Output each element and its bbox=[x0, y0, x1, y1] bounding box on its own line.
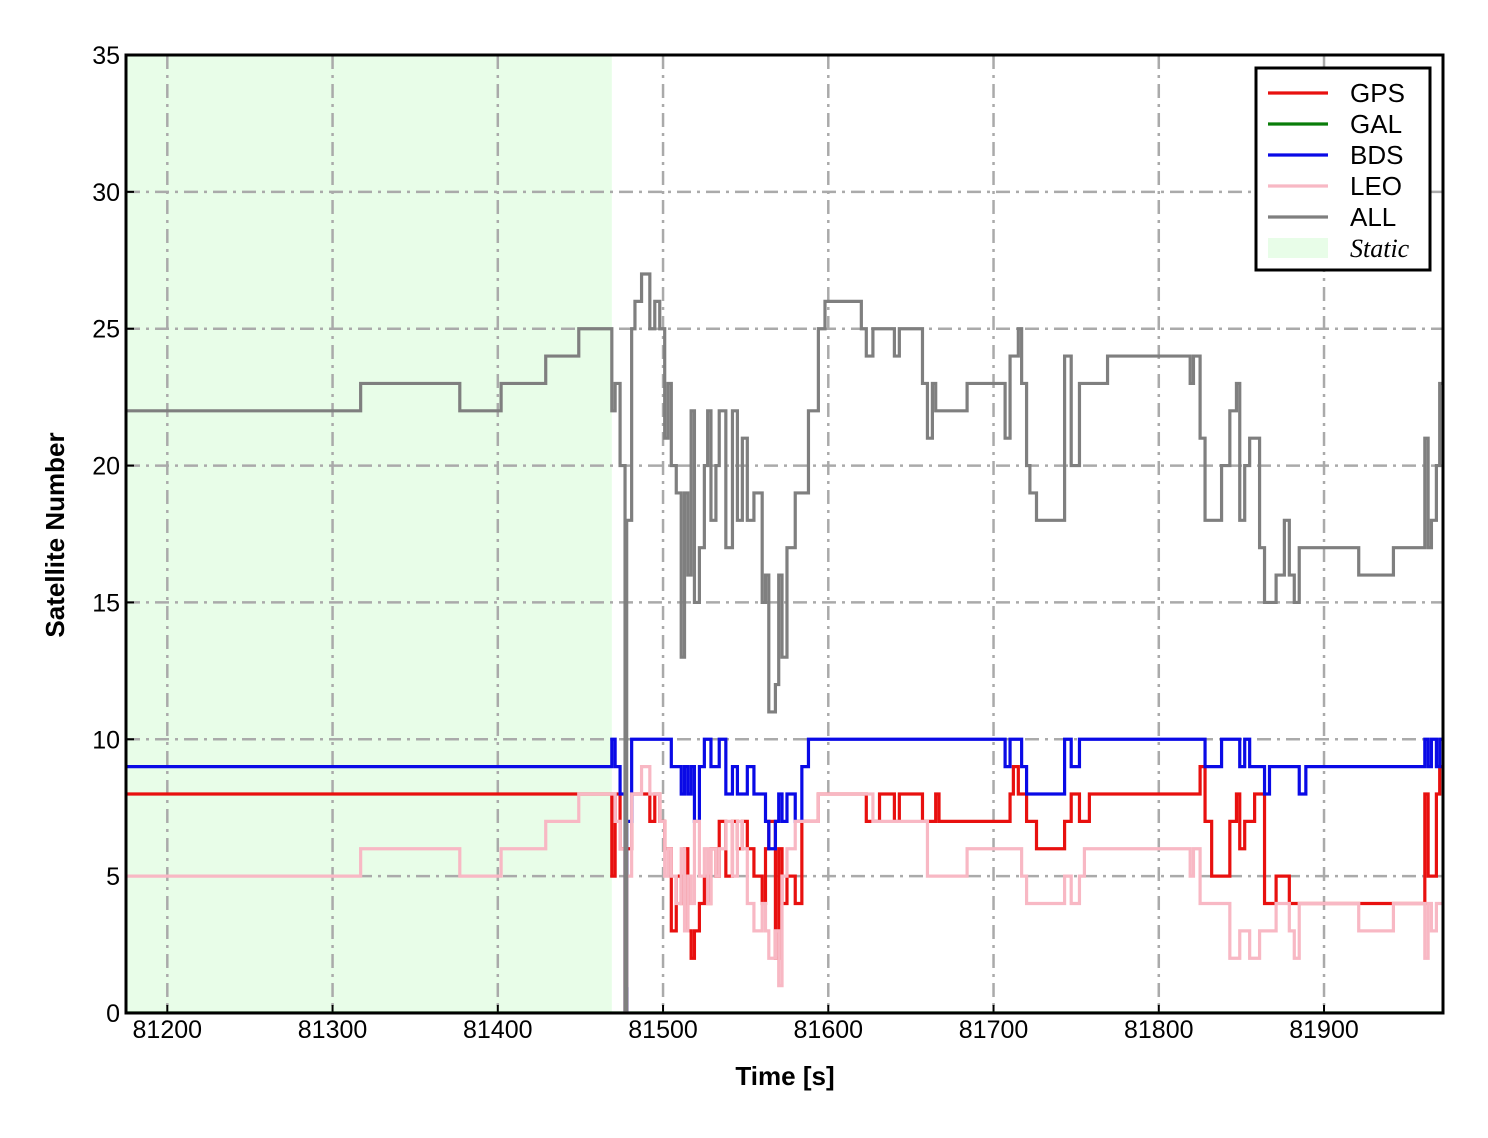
series-line bbox=[126, 737, 1443, 1013]
x-tick-label: 81800 bbox=[1124, 1016, 1194, 1044]
y-tick-label: 20 bbox=[92, 453, 120, 481]
legend-label: ALL bbox=[1350, 202, 1396, 232]
legend-box bbox=[1254, 66, 1432, 272]
x-tick-label: 81300 bbox=[298, 1016, 368, 1044]
shaded-region bbox=[126, 55, 612, 1013]
y-tick-label: 15 bbox=[92, 589, 120, 617]
series-line bbox=[126, 272, 1443, 1013]
legend-swatch bbox=[1268, 238, 1328, 258]
y-tick-label: 30 bbox=[92, 179, 120, 207]
y-tick-label: 25 bbox=[92, 316, 120, 344]
x-tick-label: 81700 bbox=[959, 1016, 1029, 1044]
y-axis-label: Satellite Number bbox=[40, 432, 70, 637]
series-line bbox=[126, 765, 1443, 988]
x-axis-label: Time [s] bbox=[735, 1061, 834, 1091]
plot-frame bbox=[124, 53, 1445, 1015]
legend-label: GPS bbox=[1350, 78, 1405, 108]
legend-label: BDS bbox=[1350, 140, 1403, 170]
y-tick-label: 35 bbox=[92, 42, 120, 70]
x-tick-label: 81400 bbox=[463, 1016, 533, 1044]
x-tick-label: 81500 bbox=[628, 1016, 698, 1044]
x-tick-label: 81200 bbox=[133, 1016, 203, 1044]
y-tick-label: 10 bbox=[92, 726, 120, 754]
y-tick-label: 5 bbox=[106, 863, 120, 891]
x-tick-label: 81600 bbox=[794, 1016, 864, 1044]
x-tick-label: 81900 bbox=[1289, 1016, 1359, 1044]
legend-label: GAL bbox=[1350, 109, 1402, 139]
legend-label: LEO bbox=[1350, 171, 1402, 201]
y-tick-label: 0 bbox=[106, 1000, 120, 1028]
legend-label: Static bbox=[1350, 234, 1410, 263]
